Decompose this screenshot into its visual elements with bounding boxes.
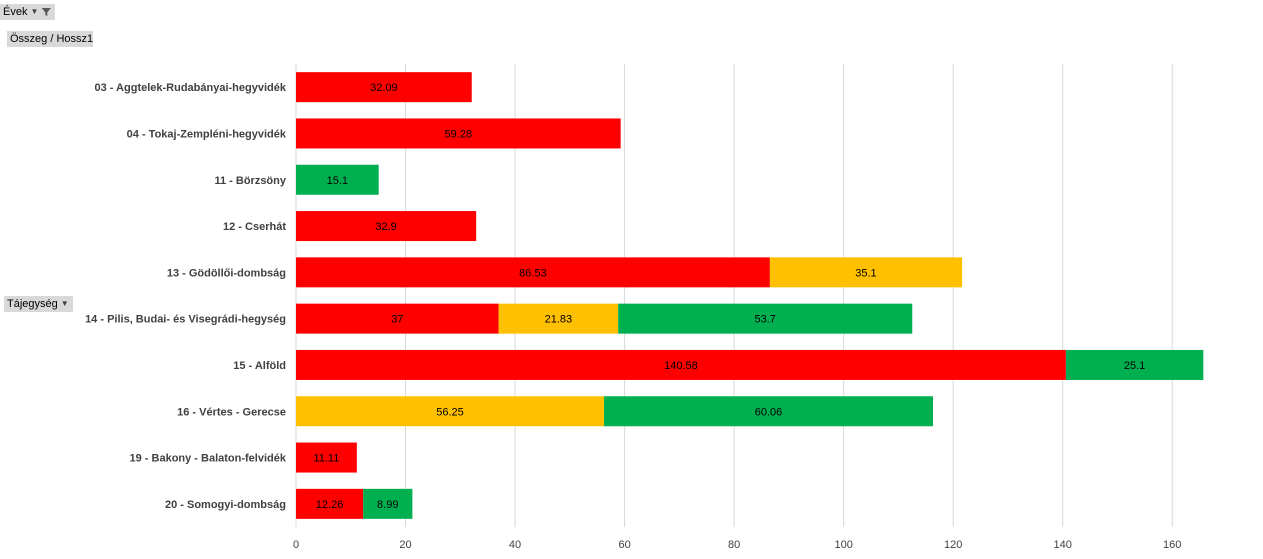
category-label: 20 - Somogyi-dombság xyxy=(165,499,286,511)
category-label: 12 - Cserhát xyxy=(223,221,286,233)
category-label: 11 - Börzsöny xyxy=(214,175,286,187)
data-label: 56.25 xyxy=(436,406,464,418)
filter-field-label: Évek xyxy=(3,6,28,18)
bar-segment xyxy=(1065,349,1204,380)
bar-segment xyxy=(296,349,1066,380)
bar-segment xyxy=(296,164,379,195)
data-label: 35.1 xyxy=(855,267,876,279)
x-tick-label: 20 xyxy=(399,539,411,551)
data-label: 60.06 xyxy=(755,406,783,418)
data-label: 12.26 xyxy=(316,499,344,511)
bars xyxy=(296,72,1204,519)
bar-segment xyxy=(618,303,913,334)
bar-segment xyxy=(769,257,963,288)
x-tick-label: 100 xyxy=(834,539,852,551)
x-tick-label: 120 xyxy=(944,539,962,551)
data-label: 8.99 xyxy=(377,499,398,511)
row-field-label: Tájegység xyxy=(7,298,58,310)
x-tick-label: 40 xyxy=(509,539,521,551)
filter-funnel-icon xyxy=(42,8,52,16)
data-label: 15.1 xyxy=(327,175,348,187)
bar-segment xyxy=(498,303,619,334)
data-label: 21.83 xyxy=(545,314,573,326)
category-label: 13 - Gödöllői-dombság xyxy=(167,267,286,279)
data-label: 53.7 xyxy=(755,314,776,326)
category-label: 04 - Tokaj-Zempléni-hegyvidék xyxy=(127,128,287,140)
category-label: 03 - Aggtelek-Rudabányai-hegyvidék xyxy=(94,82,286,94)
bar-segment xyxy=(296,396,605,427)
bar-segment xyxy=(296,442,357,473)
x-axis-tick-labels: 0 20 40 60 80 100 120 140 160 xyxy=(293,539,1181,551)
data-label: 59.28 xyxy=(445,128,473,140)
bar-segment xyxy=(296,303,499,334)
data-labels: 32.09 59.28 15.1 32.9 86.53 35.1 37 21.83 53.7 14… xyxy=(313,82,1145,511)
category-label: 19 - Bakony - Balaton-felvidék xyxy=(130,453,287,465)
bar-segment xyxy=(296,488,364,519)
category-label: 15 - Alföld xyxy=(233,360,286,372)
data-label: 32.09 xyxy=(370,82,398,94)
x-tick-label: 160 xyxy=(1163,539,1181,551)
data-label: 11.11 xyxy=(313,453,339,465)
x-tick-label: 60 xyxy=(618,539,630,551)
category-label: 16 - Vértes - Gerecse xyxy=(177,406,286,418)
chevron-down-icon: ▼ xyxy=(30,7,39,16)
bar-segment xyxy=(296,257,770,288)
x-tick-label: 140 xyxy=(1054,539,1072,551)
row-field-button[interactable]: Tájegység ▼ xyxy=(4,296,73,312)
data-label: 32.9 xyxy=(375,221,396,233)
dropdown-arrow-icon: ▼ xyxy=(60,299,69,308)
data-label: 37 xyxy=(391,314,403,326)
category-label: 14 - Pilis, Budai- és Visegrádi-hegység xyxy=(85,314,286,326)
data-label: 25.1 xyxy=(1124,360,1145,372)
bar-segment xyxy=(296,211,477,242)
data-label: 86.53 xyxy=(519,267,547,279)
value-field-label: Összeg / Hossz1 xyxy=(10,33,94,45)
bar-segment xyxy=(296,72,472,103)
bar-segment xyxy=(296,118,621,149)
x-tick-label: 80 xyxy=(728,539,740,551)
bar-segment xyxy=(604,396,933,427)
x-tick-label: 0 xyxy=(293,539,299,551)
filter-field-button[interactable]: Évek ▼ xyxy=(0,4,55,20)
bar-segment xyxy=(363,488,413,519)
category-labels: 03 - Aggtelek-Rudabányai-hegyvidék 04 - T… xyxy=(85,82,287,511)
value-field-button[interactable]: Összeg / Hossz1 xyxy=(7,31,93,47)
data-label: 140.58 xyxy=(664,360,698,372)
